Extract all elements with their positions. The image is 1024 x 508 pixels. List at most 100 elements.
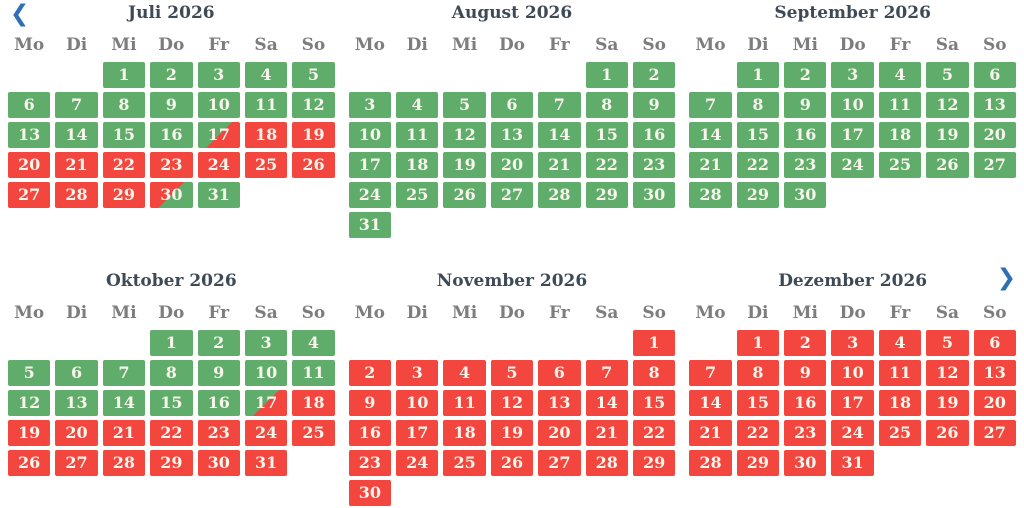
empty-cell [396,330,438,356]
day-cell-dezember-2026-24: 24 [831,420,874,446]
day-cell-juli-2026-1: 1 [102,62,146,88]
day-cell-august-2026-10: 10 [348,122,392,148]
weekday-header: Mo Di Mi Do Fr Sa So [349,36,676,54]
day-cell-oktober-2026-23: 23 [197,420,240,446]
day-cell-august-2026-12: 12 [443,122,486,148]
day-cell-november-2026-30: 30 [348,480,392,506]
day-cell-november-2026-17: 17 [396,420,439,446]
weekday-header: Mo Di Mi Do Fr Sa So [8,304,335,322]
day-cell-juli-2026-6: 6 [8,92,51,118]
day-cell-september-2026-4: 4 [878,62,922,88]
day-cell-november-2026-25: 25 [443,450,486,476]
weekday-label-mo: Mo [695,35,726,55]
day-cell-november-2026-11: 11 [443,390,486,416]
weekday-label-do: Do [498,35,526,55]
day-cell-august-2026-16: 16 [632,122,676,148]
day-cell-dezember-2026-16: 16 [784,390,827,416]
day-cell-september-2026-26: 26 [926,152,969,178]
month-juli-2026: Juli 2026 Mo Di Mi Do Fr Sa So 1 2 3 4 5 6 7 8 9 10 11 12 13… [8,2,335,238]
day-cell-juli-2026-12: 12 [292,92,335,118]
day-cell-dezember-2026-9: 9 [784,360,827,386]
month-november-2026: November 2026 Mo Di Mi Do Fr Sa So 1 2 3 4 5 6 7 8 9 10 11… [348,270,676,506]
day-cell-juli-2026-29: 29 [102,182,146,208]
day-cell-juli-2026-26: 26 [292,152,335,178]
day-cell-oktober-2026-15: 15 [150,390,193,416]
day-cell-juli-2026-24: 24 [197,152,240,178]
day-cell-september-2026-7: 7 [689,92,732,118]
day-cell-november-2026-14: 14 [585,390,628,416]
weekday-label-mi: Mi [111,35,137,55]
empty-cell [349,330,391,356]
day-cell-dezember-2026-3: 3 [831,330,874,356]
day-cell-juli-2026-9: 9 [150,92,193,118]
weekday-label-di: Di [406,35,428,55]
weekday-header: Mo Di Mi Do Fr Sa So [689,304,1016,322]
day-cell-november-2026-2: 2 [348,360,392,386]
day-cell-juli-2026-10: 10 [197,92,240,118]
weekday-label-di: Di [406,303,428,323]
weekday-label-fr: Fr [549,303,570,323]
day-cell-november-2026-26: 26 [490,450,534,476]
day-cell-november-2026-1: 1 [632,330,676,356]
day-cell-oktober-2026-28: 28 [102,450,146,476]
day-cell-dezember-2026-8: 8 [736,360,780,386]
weekday-label-mi: Mi [451,35,478,55]
day-cell-september-2026-3: 3 [831,62,874,88]
weekday-label-mo: Mo [14,35,45,55]
day-cell-dezember-2026-26: 26 [926,420,969,446]
day-cell-november-2026-16: 16 [348,420,392,446]
empty-cell [8,330,50,356]
day-cell-oktober-2026-4: 4 [292,330,335,356]
weekday-label-mo: Mo [14,303,45,323]
empty-cell [491,62,533,88]
day-cell-oktober-2026-7: 7 [102,360,146,386]
day-cell-juli-2026-4: 4 [244,62,288,88]
day-cell-dezember-2026-19: 19 [926,390,969,416]
day-cell-september-2026-27: 27 [973,152,1016,178]
day-cell-oktober-2026-27: 27 [55,450,98,476]
day-cell-november-2026-4: 4 [443,360,486,386]
month-september-2026: September 2026 Mo Di Mi Do Fr Sa So 1 2 3 4 5 6 7 8 9 10 1… [689,2,1016,238]
empty-cell [8,62,50,88]
day-cell-november-2026-20: 20 [538,420,581,446]
day-cell-juli-2026-11: 11 [244,92,288,118]
empty-cell [586,330,628,356]
day-cell-dezember-2026-1: 1 [736,330,780,356]
day-cell-august-2026-23: 23 [632,152,676,178]
weekday-label-di: Di [65,303,88,323]
weekday-header: Mo Di Mi Do Fr Sa So [8,36,335,54]
weekday-label-mo: Mo [695,303,726,323]
day-cell-september-2026-5: 5 [926,62,969,88]
month-title: September 2026 [774,3,931,23]
weekday-label-fr: Fr [208,35,230,55]
day-cell-august-2026-25: 25 [396,182,439,208]
day-cell-oktober-2026-12: 12 [8,390,51,416]
day-cell-november-2026-23: 23 [348,450,392,476]
next-months-button[interactable]: ❯ [996,265,1016,291]
weekday-label-di: Di [747,303,769,323]
weekday-label-mi: Mi [111,303,137,323]
weekday-label-so: So [301,303,326,323]
day-cell-august-2026-3: 3 [348,92,392,118]
weekday-label-so: So [982,303,1007,323]
day-cell-juli-2026-20: 20 [8,152,51,178]
day-cell-dezember-2026-4: 4 [878,330,922,356]
previous-months-button[interactable]: ❮ [10,1,30,27]
day-cell-oktober-2026-5: 5 [8,360,51,386]
day-grid: 1 2 3 4 5 6 7 8 9 10 11 12 13 14 15 16 17 18 19 20 21 22 23 24 2… [8,330,335,476]
day-cell-september-2026-30: 30 [784,182,827,208]
empty-cell [349,62,391,88]
day-cell-august-2026-14: 14 [538,122,581,148]
weekday-label-mi: Mi [792,303,818,323]
day-cell-september-2026-23: 23 [784,152,827,178]
day-cell-dezember-2026-2: 2 [784,330,827,356]
day-cell-september-2026-10: 10 [831,92,874,118]
weekday-label-mo: Mo [354,303,385,323]
day-cell-september-2026-2: 2 [784,62,827,88]
day-cell-september-2026-24: 24 [831,152,874,178]
day-cell-november-2026-8: 8 [632,360,676,386]
day-cell-dezember-2026-22: 22 [736,420,780,446]
day-cell-august-2026-7: 7 [538,92,581,118]
day-cell-dezember-2026-27: 27 [973,420,1016,446]
day-grid: 1 2 3 4 5 6 7 8 9 10 11 12 13 14 15 16 17 18 19 20 21 22 23 24 2… [348,62,676,238]
